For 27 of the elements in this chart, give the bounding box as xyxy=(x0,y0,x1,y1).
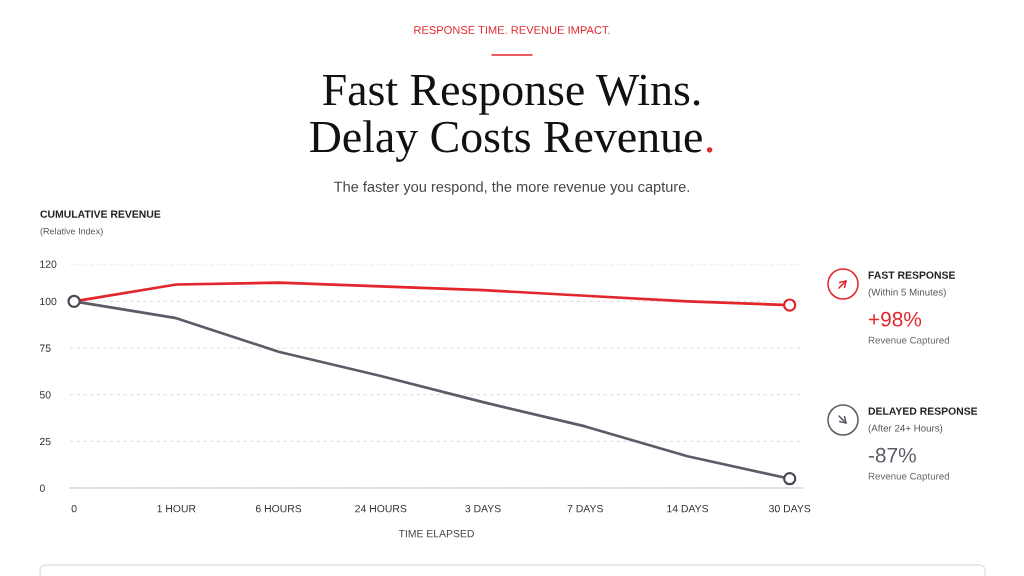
x-tick-label: 7 DAYS xyxy=(567,504,603,513)
x-tick-label: 30 DAYS xyxy=(769,504,811,513)
chart-title: Fast Response Wins. Delay Costs Revenue. xyxy=(310,74,713,162)
x-axis-title: TIME ELAPSED xyxy=(398,529,474,538)
text: -87% xyxy=(868,447,916,463)
x-tick-label: 6 HOURS xyxy=(255,504,302,513)
text: (Within 5 Minutes) xyxy=(868,288,946,298)
y-axis-title: CUMULATIVE REVENUE (Relative Index) xyxy=(40,210,161,237)
text: Revenue Captured xyxy=(868,336,949,346)
y-tick-label: 50 xyxy=(39,391,51,399)
text: RESPONSE TIME. REVENUE IMPACT. xyxy=(414,26,610,34)
y-tick-label: 100 xyxy=(40,297,57,306)
x-tick-label: 14 DAYS xyxy=(667,504,709,513)
x-tick-label: 1 HOUR xyxy=(157,504,196,513)
text: DELAYED RESPONSE xyxy=(868,407,978,415)
y-tick-label: 0 xyxy=(39,484,45,492)
y-tick-label: 25 xyxy=(39,437,51,446)
text: FAST RESPONSE xyxy=(868,271,955,279)
text: (After 24+ Hours) xyxy=(868,424,943,434)
text: Revenue Captured xyxy=(868,472,949,482)
x-tick-label: 3 DAYS xyxy=(465,504,501,513)
x-tick-label: 0 xyxy=(71,504,77,513)
chart-subtitle: The faster you respond, the more revenue you capture. xyxy=(334,181,690,195)
text: +98% xyxy=(869,311,922,327)
y-tick-label: 120 xyxy=(40,260,57,268)
x-tick-label: 24 HOURS xyxy=(355,504,407,513)
y-tick-label: 75 xyxy=(39,344,51,352)
